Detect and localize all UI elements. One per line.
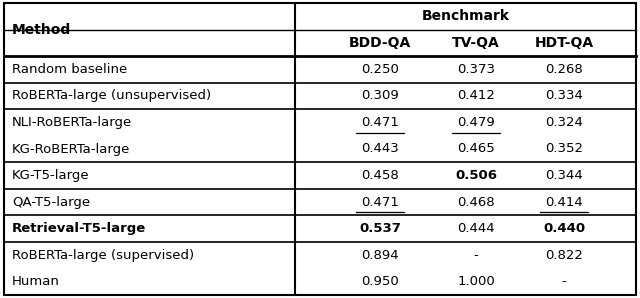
Text: QA-T5-large: QA-T5-large: [12, 195, 90, 209]
Text: 0.412: 0.412: [457, 89, 495, 103]
Text: 0.443: 0.443: [361, 142, 399, 156]
Text: 0.465: 0.465: [457, 142, 495, 156]
Text: 0.309: 0.309: [361, 89, 399, 103]
Text: 0.344: 0.344: [545, 169, 583, 182]
Text: Random baseline: Random baseline: [12, 63, 127, 76]
Text: 0.268: 0.268: [545, 63, 583, 76]
Text: 1.000: 1.000: [457, 275, 495, 288]
Text: 0.334: 0.334: [545, 89, 583, 103]
Text: Method: Method: [12, 23, 71, 37]
Text: HDT-QA: HDT-QA: [534, 36, 593, 50]
Text: TV-QA: TV-QA: [452, 36, 500, 50]
Text: -: -: [474, 249, 478, 262]
Text: Retrieval-T5-large: Retrieval-T5-large: [12, 222, 147, 235]
Text: KG-T5-large: KG-T5-large: [12, 169, 90, 182]
Text: Human: Human: [12, 275, 60, 288]
Text: NLI-RoBERTa-large: NLI-RoBERTa-large: [12, 116, 132, 129]
Text: 0.479: 0.479: [457, 116, 495, 129]
Text: 0.444: 0.444: [457, 222, 495, 235]
Text: Benchmark: Benchmark: [422, 9, 509, 23]
Text: 0.352: 0.352: [545, 142, 583, 156]
Text: 0.458: 0.458: [361, 169, 399, 182]
Text: KG-RoBERTa-large: KG-RoBERTa-large: [12, 142, 131, 156]
Text: -: -: [562, 275, 566, 288]
Text: 0.506: 0.506: [455, 169, 497, 182]
Text: 0.468: 0.468: [457, 195, 495, 209]
Text: 0.822: 0.822: [545, 249, 583, 262]
Text: 0.471: 0.471: [361, 195, 399, 209]
Text: 0.894: 0.894: [361, 249, 399, 262]
Text: 0.414: 0.414: [545, 195, 583, 209]
Text: 0.324: 0.324: [545, 116, 583, 129]
Text: 0.250: 0.250: [361, 63, 399, 76]
Text: 0.950: 0.950: [361, 275, 399, 288]
Text: 0.373: 0.373: [457, 63, 495, 76]
Text: 0.537: 0.537: [359, 222, 401, 235]
Text: BDD-QA: BDD-QA: [349, 36, 411, 50]
Text: 0.471: 0.471: [361, 116, 399, 129]
Text: RoBERTa-large (unsupervised): RoBERTa-large (unsupervised): [12, 89, 211, 103]
Text: 0.440: 0.440: [543, 222, 585, 235]
Text: RoBERTa-large (supervised): RoBERTa-large (supervised): [12, 249, 194, 262]
